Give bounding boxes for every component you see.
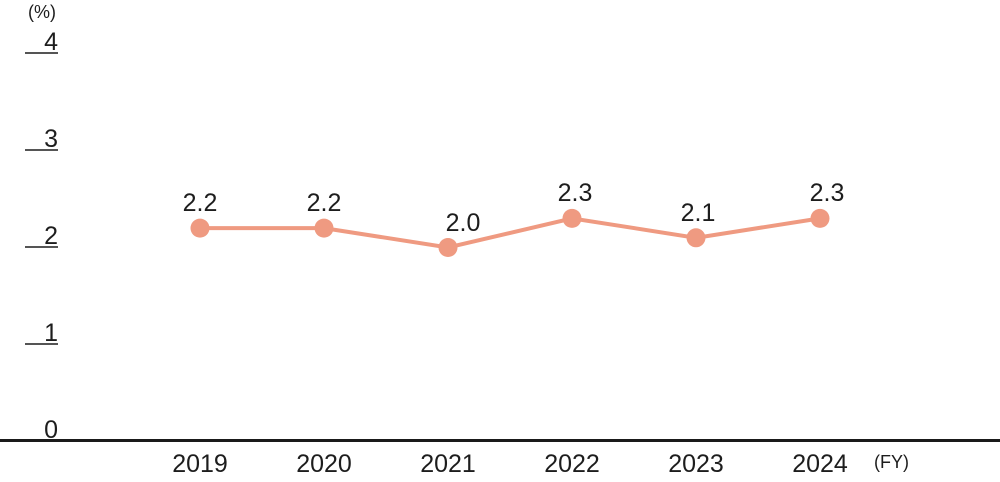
data-point-marker	[438, 238, 458, 257]
x-tick-label: 2019	[172, 450, 228, 478]
x-tick-label: 2020	[296, 450, 352, 478]
y-tick-mark	[25, 51, 58, 54]
data-point-marker	[190, 218, 210, 238]
x-tick-label: 2022	[544, 450, 600, 478]
x-axis-line	[0, 439, 1000, 442]
y-axis-unit-label: (%)	[28, 2, 56, 22]
x-tick-label: 2023	[668, 450, 724, 478]
data-point-label: 2.3	[557, 179, 593, 208]
data-point-label: 2.2	[306, 189, 342, 218]
data-point-marker	[810, 208, 830, 228]
y-tick-label: 1	[44, 318, 58, 347]
y-tick-mark	[25, 245, 58, 248]
data-point-label: 2.0	[445, 208, 481, 237]
x-axis-unit-label: (FY)	[874, 452, 909, 472]
y-tick-label: 2	[44, 221, 58, 250]
y-tick-label: 3	[44, 124, 58, 153]
data-point-label: 2.2	[182, 189, 218, 218]
data-point-marker	[562, 208, 582, 228]
y-tick-mark	[25, 148, 58, 151]
x-tick-label: 2021	[420, 450, 476, 478]
y-tick-mark	[25, 342, 58, 345]
series-line	[200, 216, 821, 250]
data-point-marker	[686, 228, 706, 248]
x-tick-label: 2024	[792, 450, 848, 478]
y-tick-label: 4	[44, 27, 58, 56]
data-point-marker	[314, 218, 334, 238]
data-point-label: 2.1	[680, 198, 716, 227]
data-point-label: 2.3	[809, 179, 845, 208]
y-tick-label: 0	[44, 415, 58, 444]
